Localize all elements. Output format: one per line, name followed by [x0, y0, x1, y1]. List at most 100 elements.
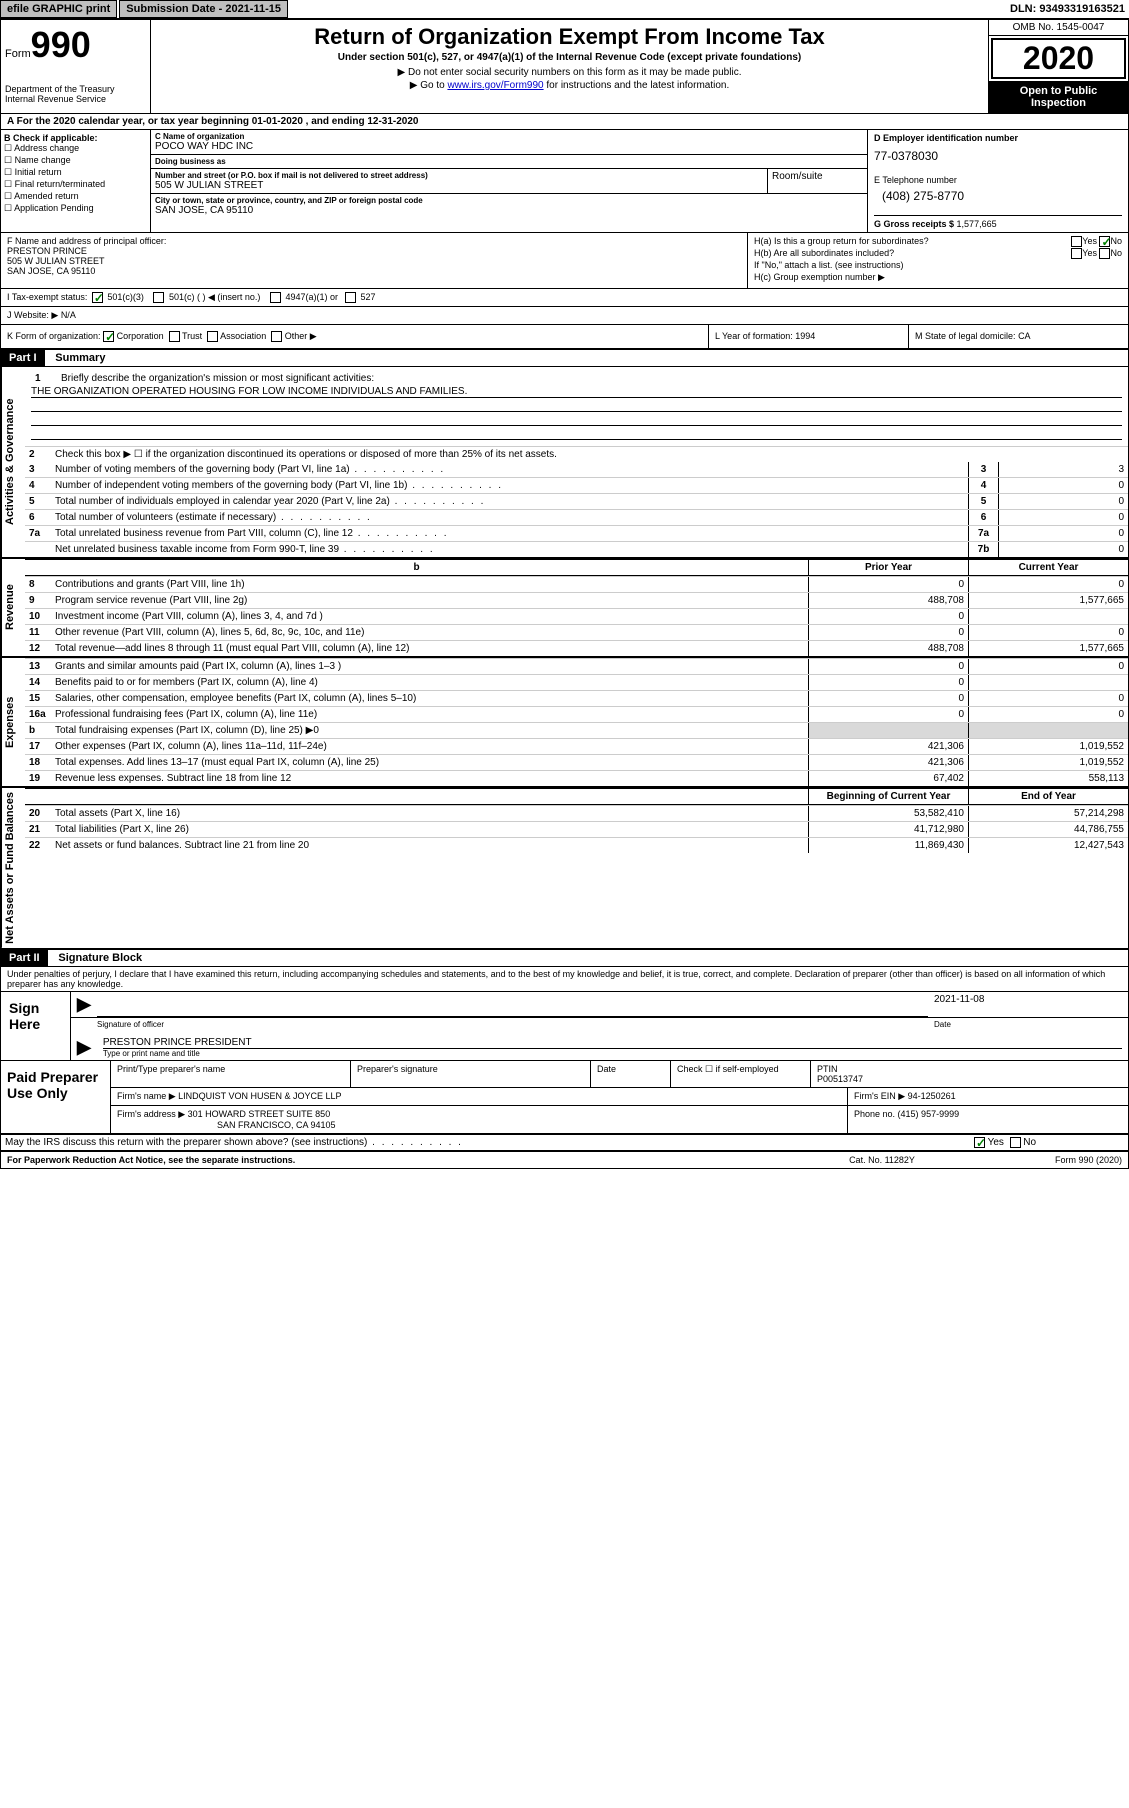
gov-ansnum: 3: [968, 462, 998, 477]
gov-ansnum: 5: [968, 494, 998, 509]
perjury-text: Under penalties of perjury, I declare th…: [1, 967, 1128, 991]
rev-current: 0: [968, 625, 1128, 640]
i-label: Tax-exempt status:: [12, 292, 88, 302]
revenue-header: b Prior Year Current Year: [25, 559, 1128, 576]
sig-date-label: Date: [928, 1018, 1128, 1031]
i-501c3[interactable]: [92, 292, 103, 303]
rev-row: 9 Program service revenue (Part VIII, li…: [25, 592, 1128, 608]
exp-num: 18: [25, 755, 51, 770]
rev-num: 12: [25, 641, 51, 656]
exp-num: b: [25, 723, 51, 738]
line-a: A For the 2020 calendar year, or tax yea…: [1, 114, 1128, 130]
dln: DLN: 93493319163521: [1010, 3, 1129, 15]
footer-mid: Cat. No. 11282Y: [802, 1155, 962, 1165]
row-fh: F Name and address of principal officer:…: [1, 233, 1128, 289]
paid-preparer-body: Print/Type preparer's name Preparer's si…: [111, 1061, 1128, 1133]
gov-ansval: 0: [998, 542, 1128, 557]
gov-ansnum: 6: [968, 510, 998, 525]
i-4947-label: 4947(a)(1) or: [285, 292, 338, 302]
gov-ansval: 0: [998, 478, 1128, 493]
ck-name[interactable]: ☐ Name change: [4, 155, 147, 166]
gov-ansval: 3: [998, 462, 1128, 477]
rev-text: Other revenue (Part VIII, column (A), li…: [51, 625, 808, 640]
current-year-header: Current Year: [968, 560, 1128, 575]
paid-preparer-label: Paid Preparer Use Only: [1, 1061, 111, 1133]
rev-prior: 488,708: [808, 593, 968, 608]
exp-prior: 67,402: [808, 771, 968, 786]
exp-prior: [808, 723, 968, 738]
l-label: L Year of formation:: [715, 331, 795, 341]
exp-num: 14: [25, 675, 51, 690]
gov-text: Total number of volunteers (estimate if …: [51, 510, 968, 525]
open-public: Open to Public Inspection: [989, 81, 1128, 113]
mission-blank1: [31, 400, 1122, 412]
expenses-vlabel: Expenses: [1, 658, 25, 786]
f-addr1: 505 W JULIAN STREET: [7, 256, 741, 266]
k-other[interactable]: [271, 331, 282, 342]
i-501c[interactable]: [153, 292, 164, 303]
hb-yes[interactable]: [1071, 248, 1082, 259]
hb-note: If "No," attach a list. (see instruction…: [754, 260, 1122, 270]
rev-prior: 0: [808, 625, 968, 640]
na-num: 20: [25, 806, 51, 821]
i-527[interactable]: [345, 292, 356, 303]
street-label: Number and street (or P.O. box if mail i…: [155, 171, 763, 180]
efile-button[interactable]: efile GRAPHIC print: [0, 0, 117, 18]
exp-row: 17 Other expenses (Part IX, column (A), …: [25, 738, 1128, 754]
hb-label: H(b) Are all subordinates included?: [754, 248, 894, 258]
department: Department of the Treasury Internal Reve…: [5, 84, 146, 104]
ck-final[interactable]: ☐ Final return/terminated: [4, 179, 147, 190]
k-corp[interactable]: [103, 331, 114, 342]
form-number: Form 990: [5, 24, 146, 66]
gross-label: G Gross receipts $: [874, 219, 957, 229]
exp-prior: 0: [808, 707, 968, 722]
q1-num: 1: [31, 371, 57, 386]
gov-num: 5: [25, 494, 51, 509]
k-assoc[interactable]: [207, 331, 218, 342]
rev-num: 8: [25, 577, 51, 592]
revenue-body: b Prior Year Current Year 8 Contribution…: [25, 559, 1128, 656]
hb-no[interactable]: [1099, 248, 1110, 259]
tax-year: 2020: [991, 38, 1126, 79]
ck-address[interactable]: ☐ Address change: [4, 143, 147, 154]
ck-pending[interactable]: ☐ Application Pending: [4, 203, 147, 214]
self-employed-label: Check ☐ if self-employed: [671, 1061, 811, 1087]
ein-value: 77-0378030: [874, 149, 1122, 163]
ha-no[interactable]: [1099, 236, 1110, 247]
i-501c-label: 501(c) ( ) ◀ (insert no.): [169, 292, 260, 302]
ha-yes[interactable]: [1071, 236, 1082, 247]
exp-prior: 0: [808, 675, 968, 690]
f-addr2: SAN JOSE, CA 95110: [7, 266, 741, 276]
sign-here-row: Sign Here ▶ 2021-11-08 Signature of offi…: [1, 991, 1128, 1060]
gov-ansnum: 7a: [968, 526, 998, 541]
part2-header-row: Part II Signature Block: [1, 950, 1128, 967]
submission-date: Submission Date - 2021-11-15: [119, 0, 288, 18]
gov-ansval: 0: [998, 526, 1128, 541]
rev-num: 9: [25, 593, 51, 608]
discuss-no[interactable]: [1010, 1137, 1021, 1148]
exp-num: 16a: [25, 707, 51, 722]
header-left: Form 990 Department of the Treasury Inte…: [1, 20, 151, 113]
k-trust[interactable]: [169, 331, 180, 342]
i-4947[interactable]: [270, 292, 281, 303]
rev-row: 12 Total revenue—add lines 8 through 11 …: [25, 640, 1128, 656]
f-label: F Name and address of principal officer:: [7, 236, 741, 246]
ha-label: H(a) Is this a group return for subordin…: [754, 236, 929, 246]
prep-row-2: Firm's name ▶ LINDQUIST VON HUSEN & JOYC…: [111, 1088, 1128, 1106]
gov-num: 7a: [25, 526, 51, 541]
exp-text: Other expenses (Part IX, column (A), lin…: [51, 739, 808, 754]
ck-initial[interactable]: ☐ Initial return: [4, 167, 147, 178]
exp-current: 1,019,552: [968, 755, 1128, 770]
exp-num: 13: [25, 659, 51, 674]
exp-row: 14 Benefits paid to or for members (Part…: [25, 674, 1128, 690]
discuss-yes[interactable]: [974, 1137, 985, 1148]
exp-text: Grants and similar amounts paid (Part IX…: [51, 659, 808, 674]
k-left: K Form of organization: Corporation Trus…: [1, 325, 708, 348]
rev-text: Total revenue—add lines 8 through 11 (mu…: [51, 641, 808, 656]
na-text: Total liabilities (Part X, line 26): [51, 822, 808, 837]
ck-amended[interactable]: ☐ Amended return: [4, 191, 147, 202]
exp-row: b Total fundraising expenses (Part IX, c…: [25, 722, 1128, 738]
gov-num: [25, 542, 51, 557]
rev-text: Contributions and grants (Part VIII, lin…: [51, 577, 808, 592]
irs-link[interactable]: www.irs.gov/Form990: [447, 80, 543, 91]
